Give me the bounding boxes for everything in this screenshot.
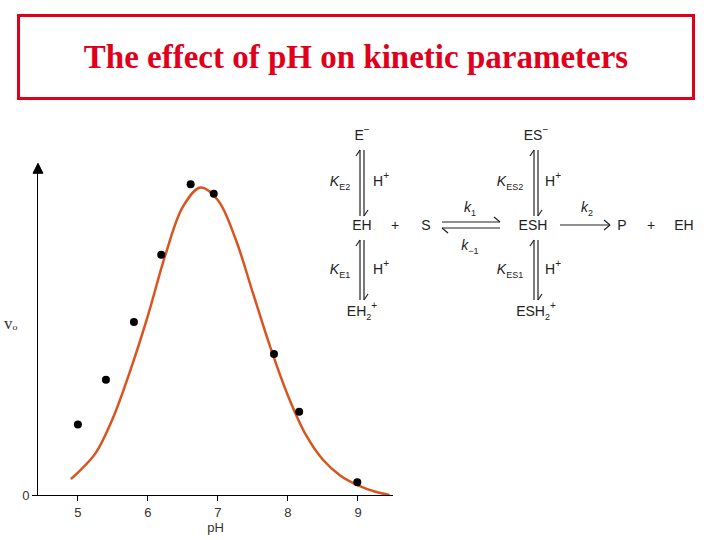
svg-text:H+: H+	[373, 258, 389, 277]
svg-text:0: 0	[22, 488, 29, 503]
svg-text:k−1: k−1	[461, 237, 478, 256]
svg-text:EH: EH	[352, 217, 371, 233]
svg-text:KE2: KE2	[330, 173, 350, 192]
svg-text:EH2+: EH2+	[347, 300, 377, 322]
svg-text:+: +	[647, 217, 655, 233]
svg-text:vₒ: vₒ	[4, 314, 18, 333]
svg-text:k1: k1	[464, 199, 476, 218]
svg-text:KES1: KES1	[497, 261, 523, 280]
svg-text:6: 6	[144, 505, 151, 520]
svg-text:5: 5	[74, 505, 81, 520]
svg-text:8: 8	[284, 505, 291, 520]
html-text:The effect of pH on kinetic pa: The effect of pH on kinetic parameters	[83, 38, 629, 75]
svg-text:KE1: KE1	[330, 261, 350, 280]
svg-text:+: +	[391, 217, 399, 233]
svg-text:9: 9	[354, 505, 361, 520]
svg-text:EH: EH	[674, 217, 693, 233]
svg-text:H+: H+	[545, 170, 561, 189]
svg-text:ESH2+: ESH2+	[516, 300, 556, 322]
svg-text:pH: pH	[207, 520, 224, 535]
svg-text:7: 7	[214, 505, 221, 520]
svg-text:ES−: ES−	[524, 124, 549, 143]
svg-text:KES2: KES2	[497, 173, 523, 192]
svg-text:k2: k2	[581, 199, 593, 218]
svg-text:P: P	[617, 217, 626, 233]
svg-text:E−: E−	[354, 124, 369, 143]
svg-text:S: S	[421, 217, 430, 233]
svg-text:H+: H+	[373, 170, 389, 189]
svg-text:ESH: ESH	[519, 217, 548, 233]
svg-text:H+: H+	[545, 258, 561, 277]
